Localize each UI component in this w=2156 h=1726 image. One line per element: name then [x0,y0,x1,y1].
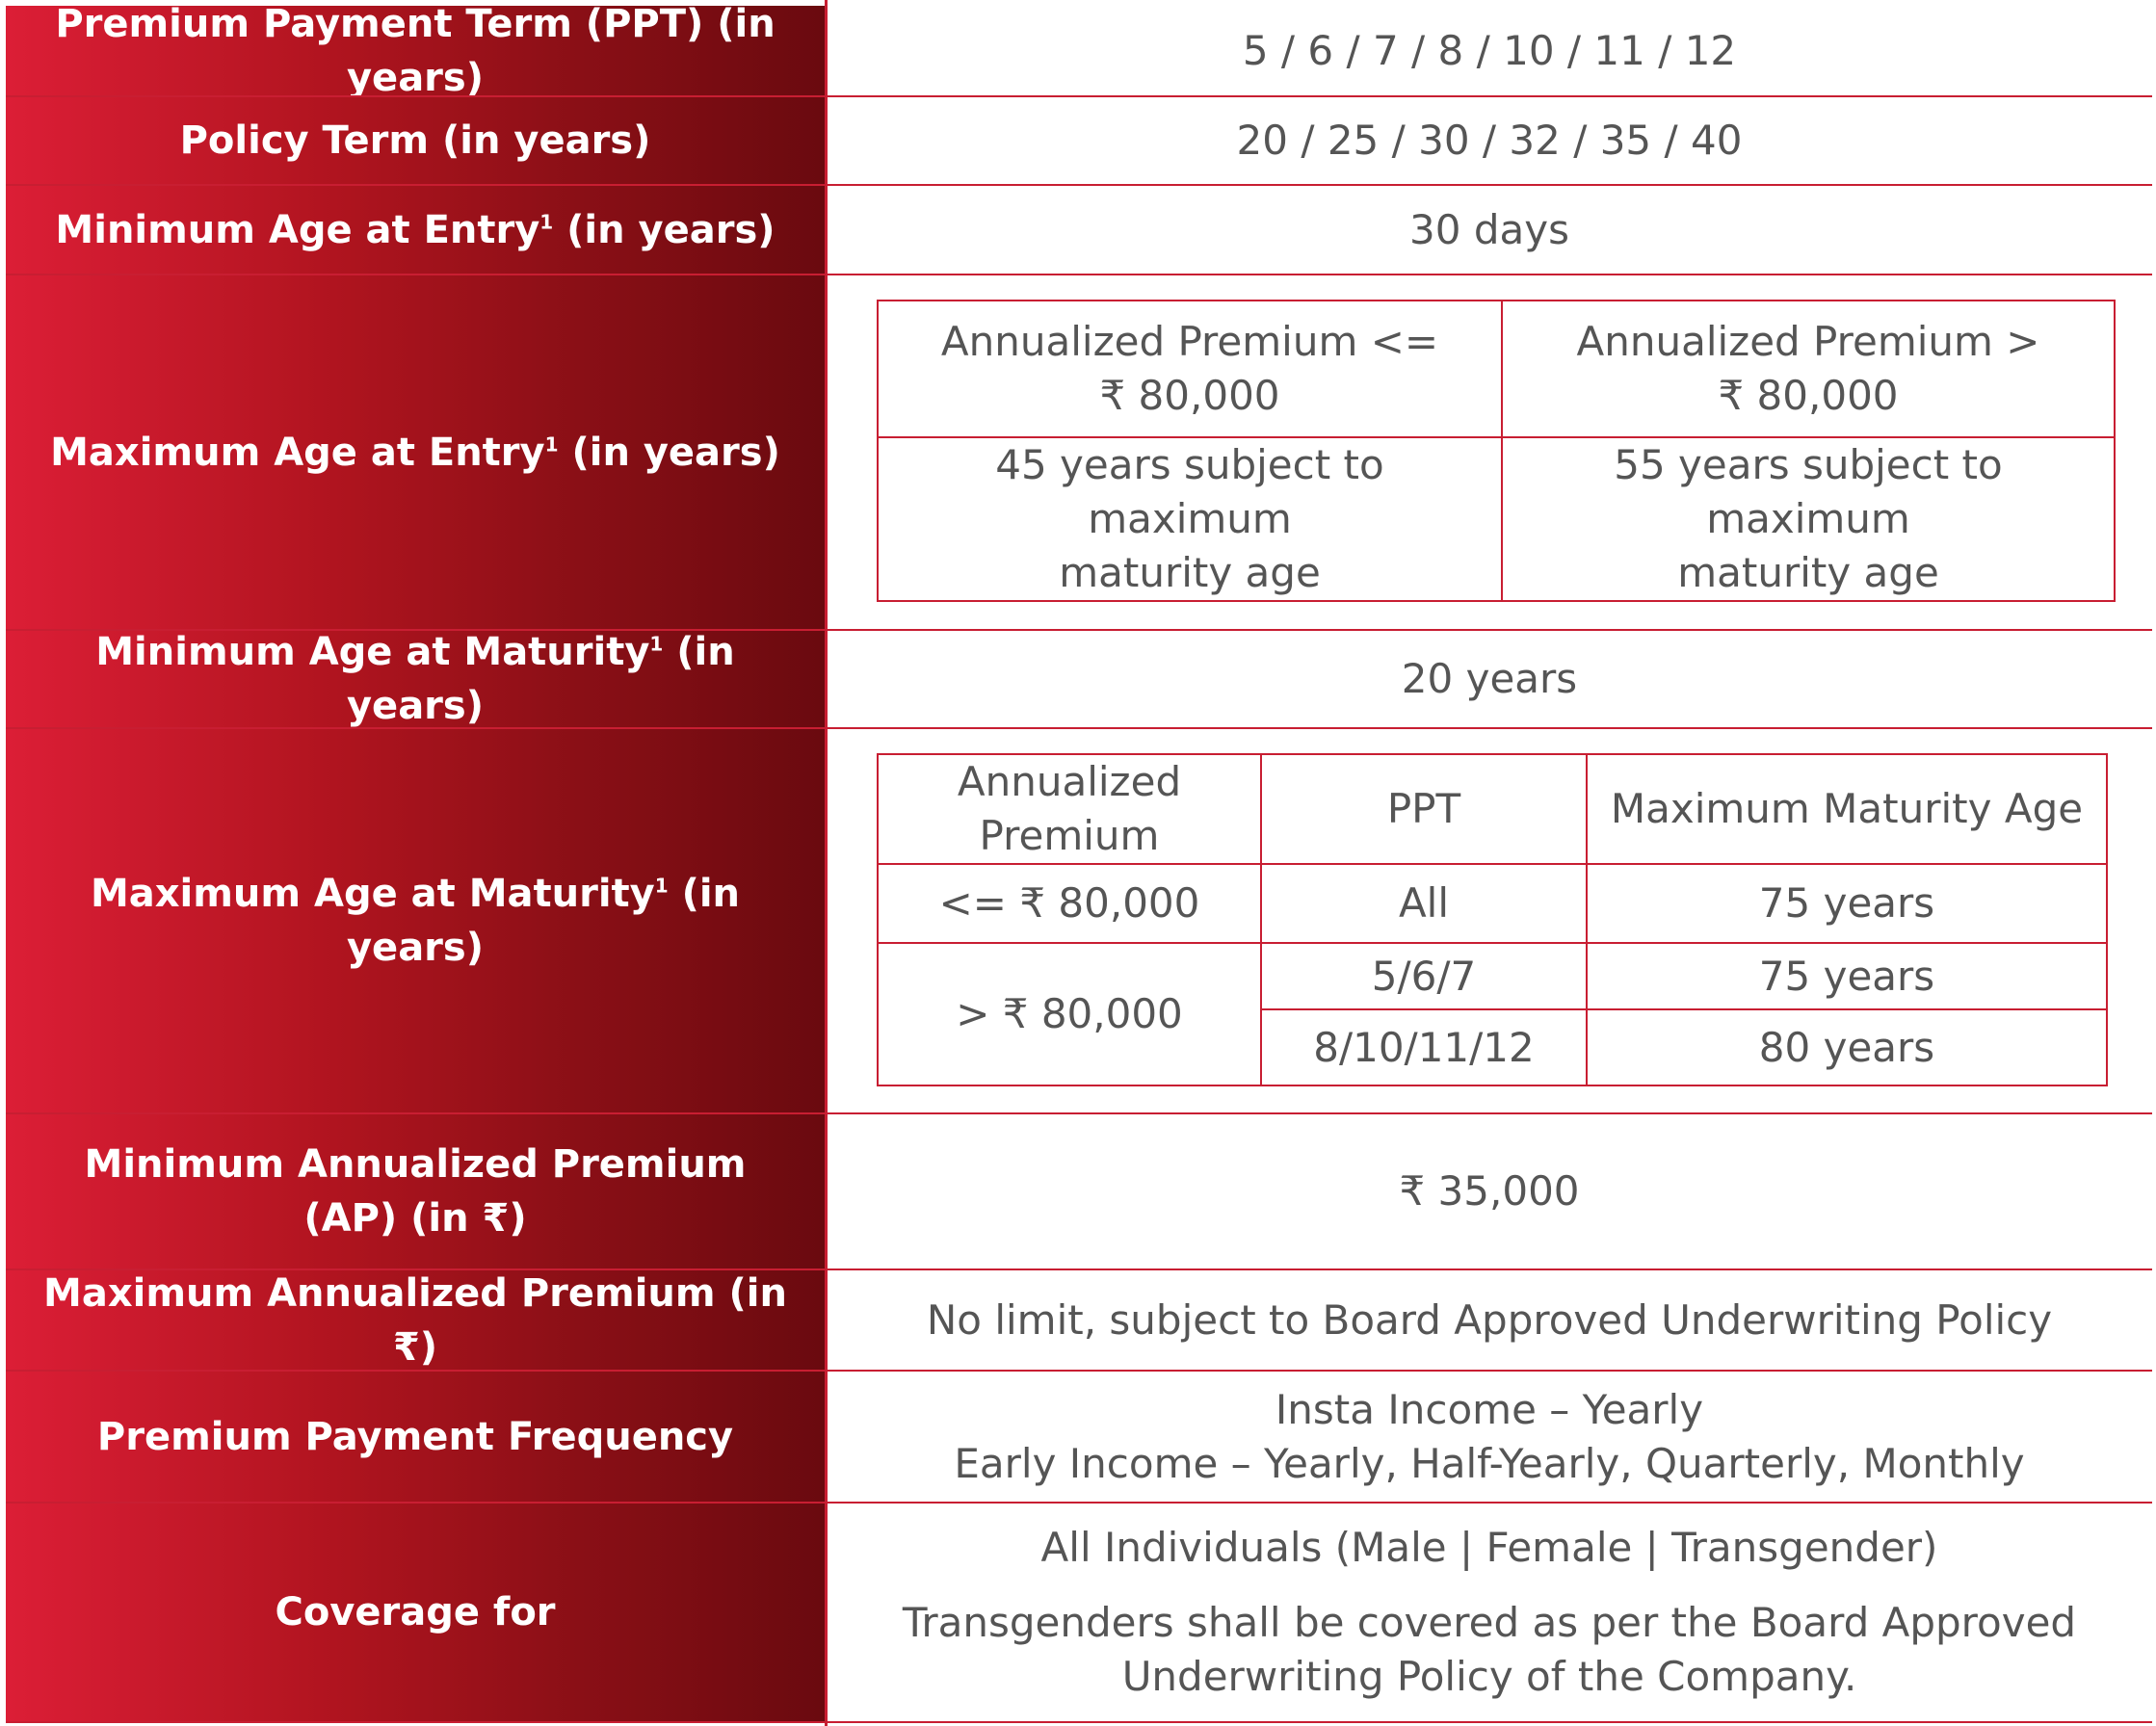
table-cell: > ₹ 80,000 [877,942,1262,1086]
cell-line: maturity age [1677,549,1939,596]
row-label: Maximum Age at Entry1 (in years) [6,275,825,629]
row-label: Minimum Age at Entry1 (in years) [6,186,825,274]
value-line: Transgenders shall be covered as per the… [902,1599,2077,1646]
value-line: All Individuals (Male | Female | Transge… [1040,1524,1938,1571]
row-value: All Individuals (Male | Female | Transge… [827,1504,2152,1721]
row-value: No limit, subject to Board Approved Unde… [926,1295,2053,1344]
row-value: 20 / 25 / 30 / 32 / 35 / 40 [1236,117,1743,164]
header-line: Annualized [957,758,1182,805]
table-cell: All [1260,863,1588,944]
row-value: 5 / 6 / 7 / 8 / 10 / 11 / 12 [1242,26,1737,74]
header-cell: PPT [1260,753,1588,865]
label-suffix: (in years) [346,872,741,970]
column-divider [825,0,828,1726]
table-cell: 45 years subject to maximum maturity age [877,436,1503,602]
table-cell: <= ₹ 80,000 [877,863,1262,944]
row-value: 30 days [1409,205,1569,253]
label-text: Maximum Age at Entry [50,430,545,475]
table-cell: 55 years subject to maximum maturity age [1501,436,2116,602]
label-text: Maximum Age at Maturity [90,872,655,916]
max-maturity-age-table: Annualized Premium PPT Maximum Maturity A… [877,753,2108,1086]
value-line: Insta Income – Yearly [1275,1385,1704,1433]
max-entry-age-table: Annualized Premium <= ₹ 80,000 Annualized… [877,300,2116,602]
value-line: Underwriting Policy of the Company. [1121,1653,1857,1700]
footnote-marker: 1 [654,874,669,898]
row-divider [6,727,2152,729]
row-label: Premium Payment Term (PPT) (in years) [6,2,825,100]
row-divider [6,1721,2152,1723]
row-divider [6,95,2152,97]
row-label: Minimum Age at Maturity1 (in years) [6,630,825,728]
header-line: ₹ 80,000 [1718,372,1899,419]
row-min-annualized-premium: Minimum Annualized Premium (AP) (in ₹) ₹ … [6,1114,2152,1268]
row-label: Minimum Annualized Premium (AP) (in ₹) [6,1114,825,1268]
row-payment-frequency: Premium Payment Frequency Insta Income –… [6,1372,2152,1502]
row-label: Maximum Annualized Premium (in ₹) [6,1270,825,1370]
label-text: Minimum Age at Maturity [95,630,650,674]
header-line: Premium [979,812,1160,859]
cell-line: 55 years subject to maximum [1614,441,2003,542]
cell-line: 45 years subject to maximum [995,441,1384,542]
label-line: (AP) (in ₹) [303,1196,527,1241]
row-max-annualized-premium: Maximum Annualized Premium (in ₹) No lim… [6,1270,2152,1370]
row-label: Premium Payment Frequency [6,1372,825,1502]
label-suffix: (in years) [553,207,776,252]
footnote-marker: 1 [649,632,664,656]
row-value: ₹ 35,000 [1399,1167,1580,1215]
table-cell: 8/10/11/12 [1260,1008,1588,1086]
label-text: Minimum Age at Entry [55,207,540,252]
row-value: 20 years [1401,655,1578,702]
cell-line: maturity age [1059,549,1321,596]
footnote-marker: 1 [544,432,559,457]
row-max-entry-age: Maximum Age at Entry1 (in years) [6,275,2152,629]
row-min-entry-age: Minimum Age at Entry1 (in years) 30 days [6,186,2152,274]
row-min-maturity-age: Minimum Age at Maturity1 (in years) 20 y… [6,630,2152,728]
row-divider [6,274,2152,275]
row-divider [6,184,2152,186]
header-cell: Annualized Premium [877,753,1262,865]
header-line: Annualized Premium > [1576,318,2040,365]
row-divider [6,1268,2152,1270]
header-cell: Annualized Premium > ₹ 80,000 [1501,300,2116,438]
row-divider [6,1502,2152,1504]
row-coverage: Coverage for All Individuals (Male | Fem… [6,1504,2152,1721]
row-ppt: Premium Payment Term (PPT) (in years) 5 … [6,2,2152,100]
table-cell: 75 years [1586,942,2108,1010]
label-suffix: (in years) [346,630,735,728]
table-cell: 5/6/7 [1260,942,1588,1010]
label-line: Minimum Annualized Premium [84,1142,747,1187]
row-policy-term: Policy Term (in years) 20 / 25 / 30 / 32… [6,97,2152,184]
header-cell: Maximum Maturity Age [1586,753,2108,865]
table-cell: 80 years [1586,1008,2108,1086]
row-value: Insta Income – Yearly Early Income – Yea… [827,1372,2152,1502]
row-max-maturity-age: Maximum Age at Maturity1 (in years) [6,729,2152,1112]
header-line: Annualized Premium <= [940,318,1439,365]
row-divider [6,1370,2152,1372]
value-line: Early Income – Yearly, Half-Yearly, Quar… [954,1439,2025,1487]
row-divider [6,629,2152,631]
footnote-marker: 1 [539,210,554,234]
row-divider [6,1112,2152,1114]
table-cell: 75 years [1586,863,2108,944]
row-label: Maximum Age at Maturity1 (in years) [6,729,825,1112]
row-label: Coverage for [6,1504,825,1721]
header-cell: Annualized Premium <= ₹ 80,000 [877,300,1503,438]
row-label: Policy Term (in years) [6,97,825,184]
header-line: ₹ 80,000 [1099,372,1280,419]
label-suffix: (in years) [558,430,780,475]
